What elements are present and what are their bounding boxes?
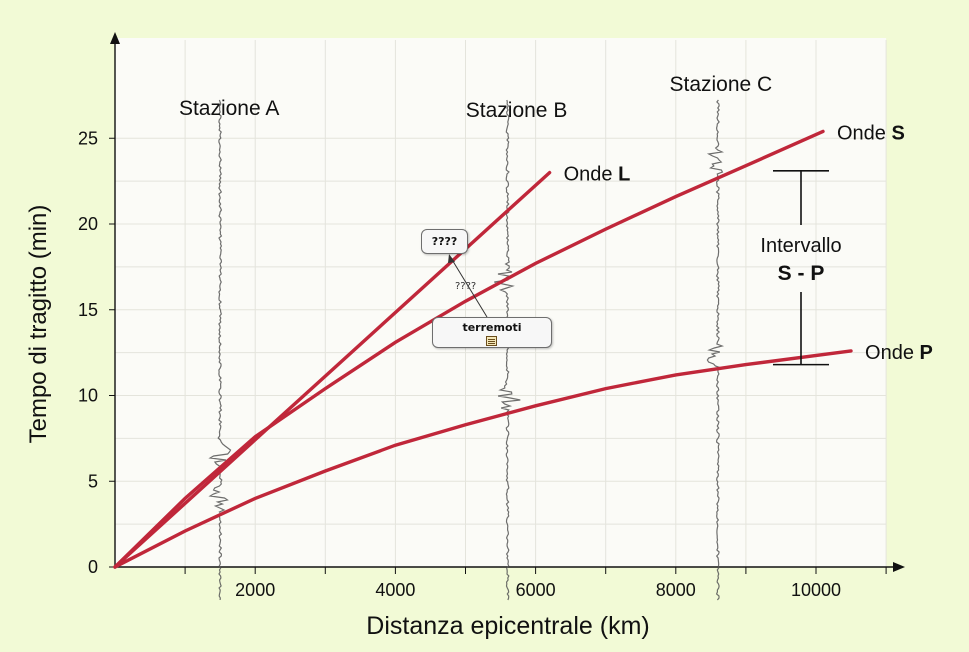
station-label: Stazione B bbox=[466, 99, 568, 122]
connector-arrowhead bbox=[448, 254, 455, 263]
x-axis-label: Distanza epicentrale (km) bbox=[366, 612, 649, 640]
interval-label: Intervallo bbox=[760, 235, 841, 257]
seismogram-trace bbox=[494, 99, 521, 601]
x-tick-label: 2000 bbox=[235, 580, 275, 600]
y-tick-label: 15 bbox=[78, 300, 98, 320]
callout-unknown-node[interactable]: ???? bbox=[421, 229, 468, 254]
series-label-letter: P bbox=[920, 342, 933, 364]
y-tick-label: 20 bbox=[78, 214, 98, 234]
interval-sp-label: S - P bbox=[778, 262, 825, 285]
x-tick-label: 6000 bbox=[516, 580, 556, 600]
series-line-P bbox=[113, 349, 853, 569]
callout-terremoti-node[interactable]: terremoti bbox=[432, 317, 552, 348]
station-label: Stazione A bbox=[179, 97, 279, 120]
series-label-S: Onde S bbox=[837, 122, 905, 144]
series-label-L: Onde L bbox=[564, 164, 631, 186]
series-label-letter: L bbox=[618, 164, 630, 186]
callout-unknown-label: ???? bbox=[431, 235, 458, 248]
connector-line bbox=[450, 257, 488, 318]
plot-area bbox=[115, 38, 887, 567]
x-axis-arrow bbox=[893, 562, 905, 572]
series-line-L bbox=[113, 170, 552, 569]
seismogram-trace bbox=[706, 99, 725, 601]
y-axis-label: Tempo di tragitto (min) bbox=[25, 205, 52, 444]
x-tick-label: 8000 bbox=[656, 580, 696, 600]
y-tick-label: 25 bbox=[78, 128, 98, 148]
y-tick-label: 10 bbox=[78, 386, 98, 406]
y-tick-label: 5 bbox=[88, 471, 98, 491]
series-line-S bbox=[113, 129, 825, 569]
connector-label: ???? bbox=[455, 281, 477, 292]
station-label: Stazione C bbox=[669, 73, 772, 96]
note-icon[interactable] bbox=[486, 336, 497, 346]
series-label-letter: S bbox=[891, 122, 904, 144]
series-label-P: Onde P bbox=[865, 342, 933, 364]
x-tick-label: 4000 bbox=[375, 580, 415, 600]
callout-terremoti-label: terremoti bbox=[462, 321, 522, 334]
x-tick-label: 10000 bbox=[791, 580, 841, 600]
y-tick-label: 0 bbox=[88, 557, 98, 577]
y-axis-arrow bbox=[110, 32, 120, 44]
